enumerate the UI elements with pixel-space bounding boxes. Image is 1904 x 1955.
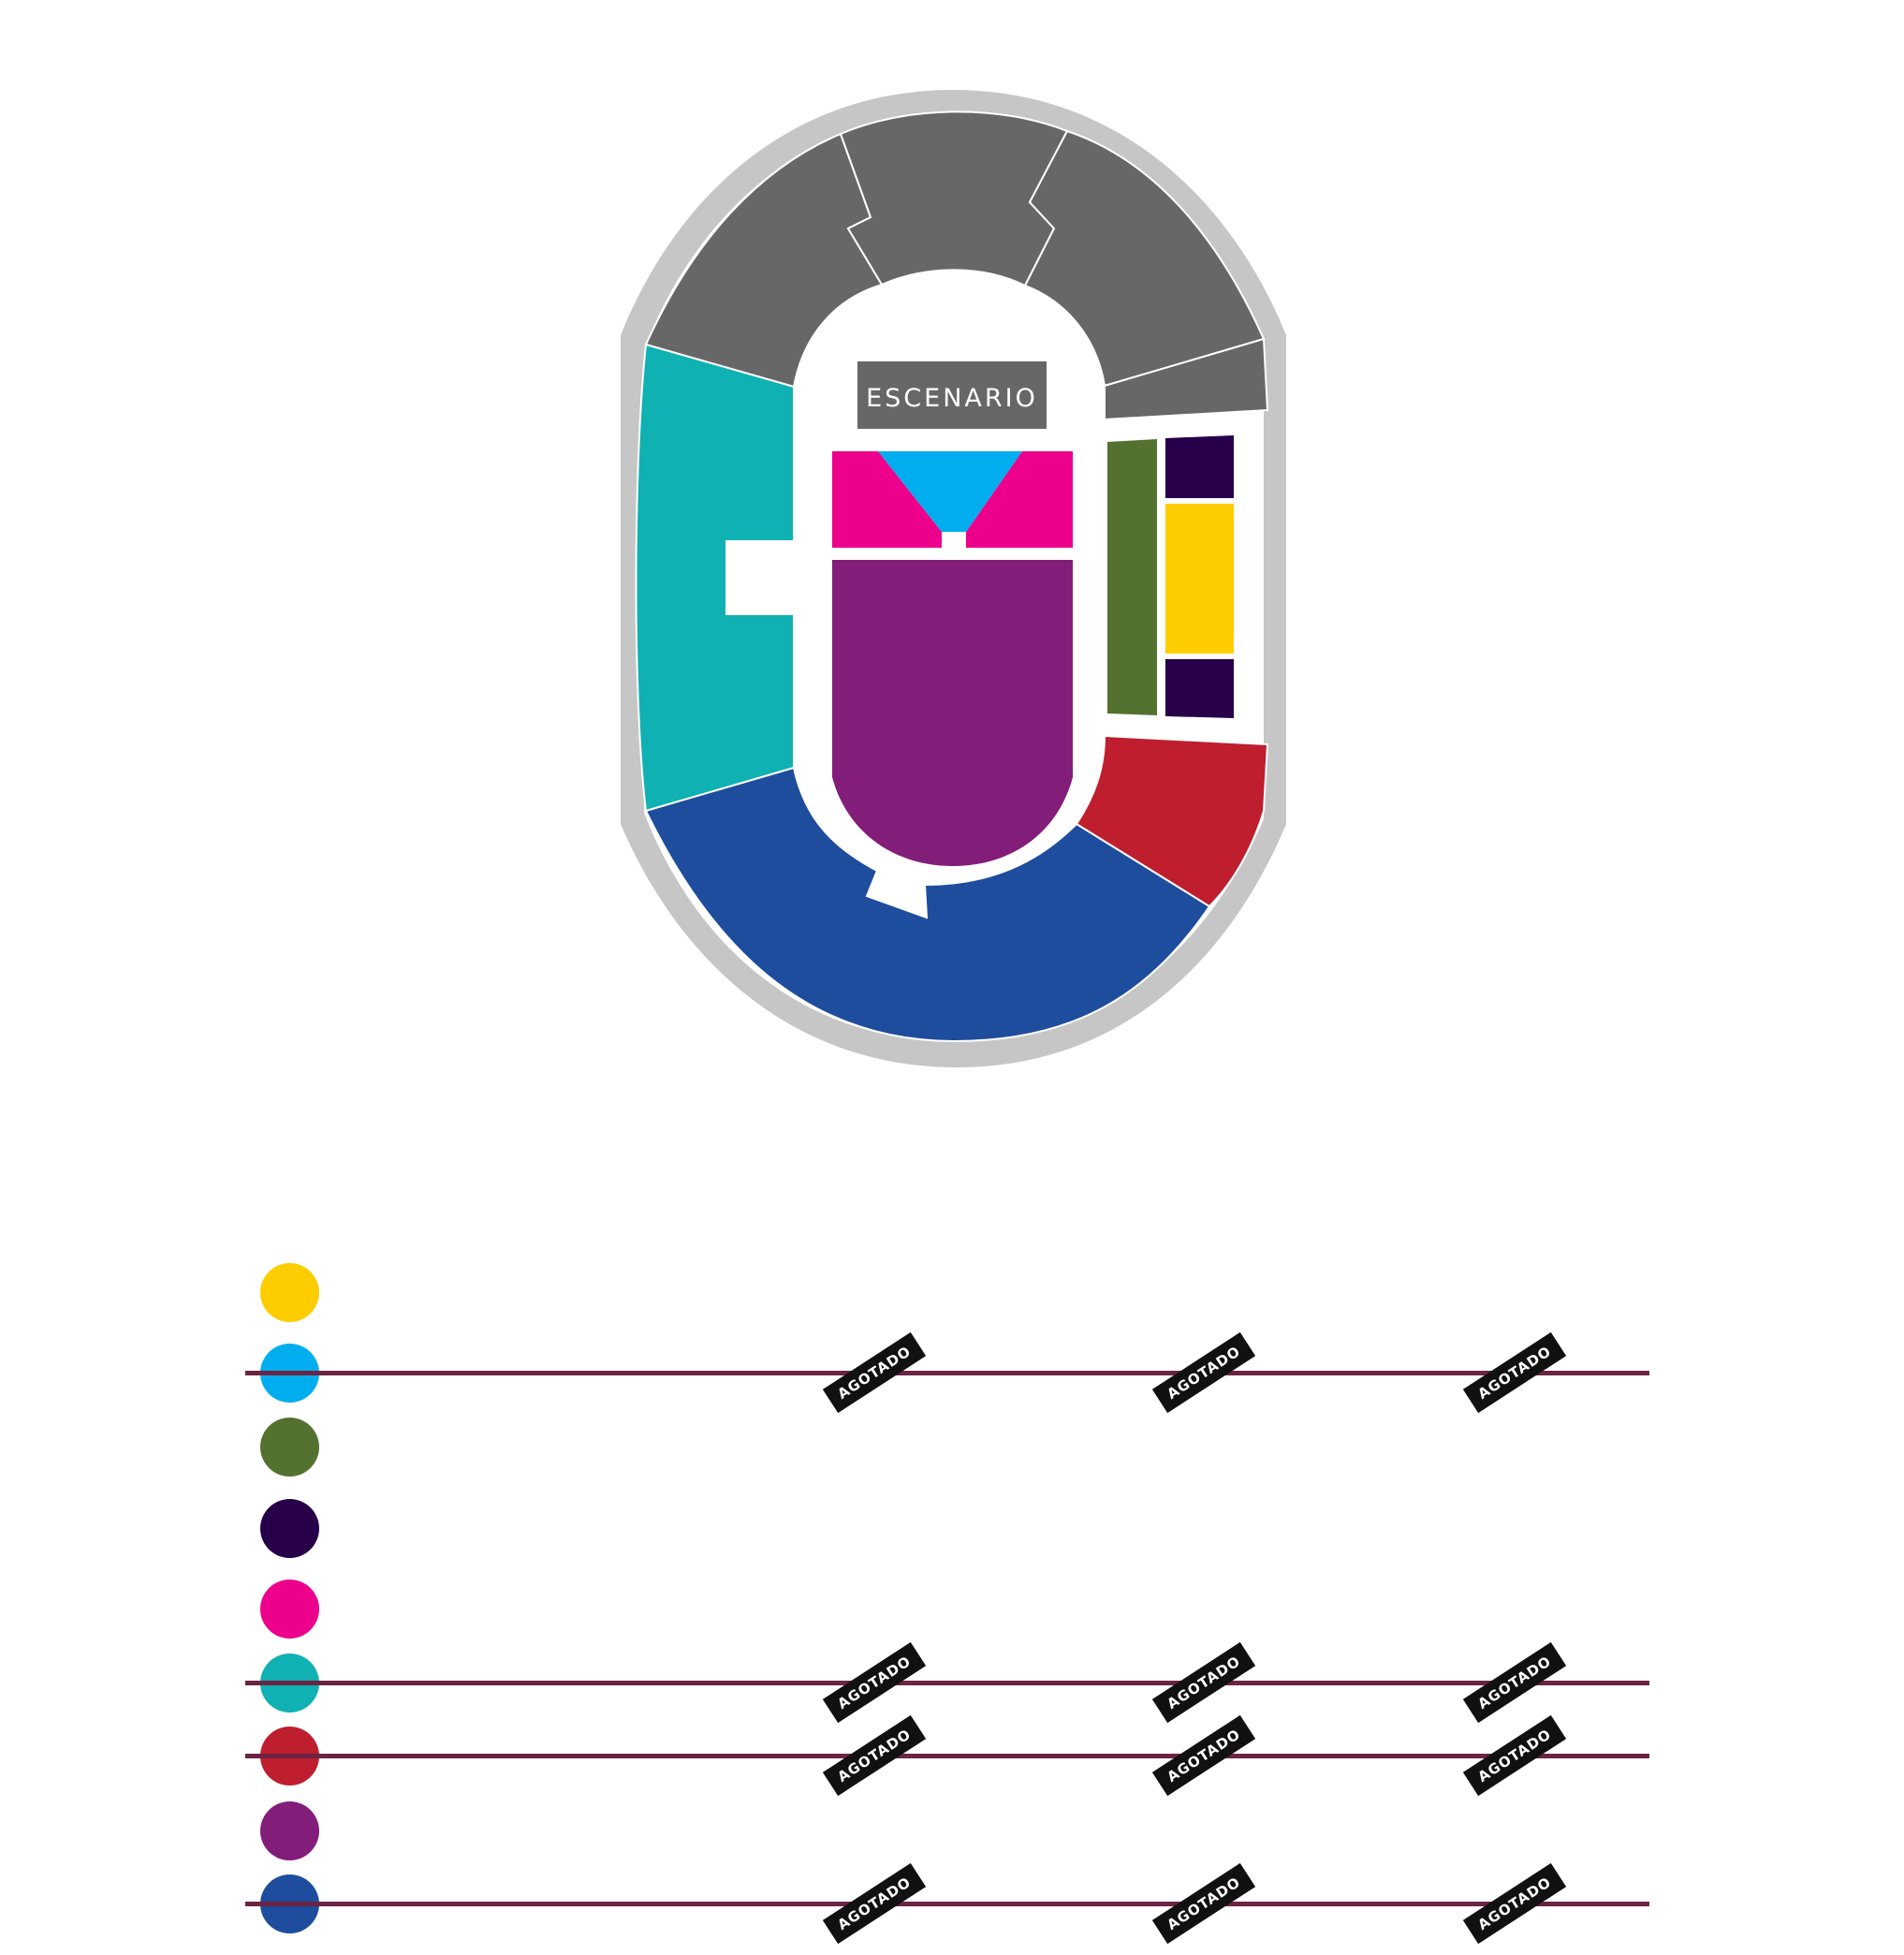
section-east-yellow[interactable] [1165, 504, 1234, 654]
section-pit-right[interactable] [966, 451, 1073, 548]
section-upper-right-lower[interactable] [1104, 337, 1269, 421]
legend-color-dot [260, 1499, 319, 1558]
section-pit-left[interactable] [832, 451, 942, 548]
section-east-green[interactable] [1107, 439, 1157, 715]
section-southeast[interactable] [1075, 734, 1269, 908]
legend-color-dot [260, 1801, 319, 1860]
sold-out-strikethrough [245, 1371, 1649, 1375]
stage-box [857, 361, 1047, 429]
legend-color-dot [260, 1418, 319, 1477]
section-east-edge [1271, 433, 1286, 723]
section-east-dark-top[interactable] [1165, 435, 1234, 498]
legend-color-dot [260, 1263, 319, 1322]
sold-out-strikethrough [245, 1754, 1649, 1758]
section-pit-center[interactable] [878, 451, 1022, 532]
section-west[interactable] [635, 343, 795, 813]
section-general-floor[interactable] [832, 560, 1073, 866]
section-south[interactable] [644, 766, 1211, 1043]
sold-out-strikethrough [245, 1902, 1649, 1906]
legend-color-dot [260, 1580, 319, 1639]
stage-label: ESCENARIO [866, 384, 1038, 413]
section-east-dark-bottom[interactable] [1165, 659, 1234, 718]
sold-out-strikethrough [245, 1681, 1649, 1685]
